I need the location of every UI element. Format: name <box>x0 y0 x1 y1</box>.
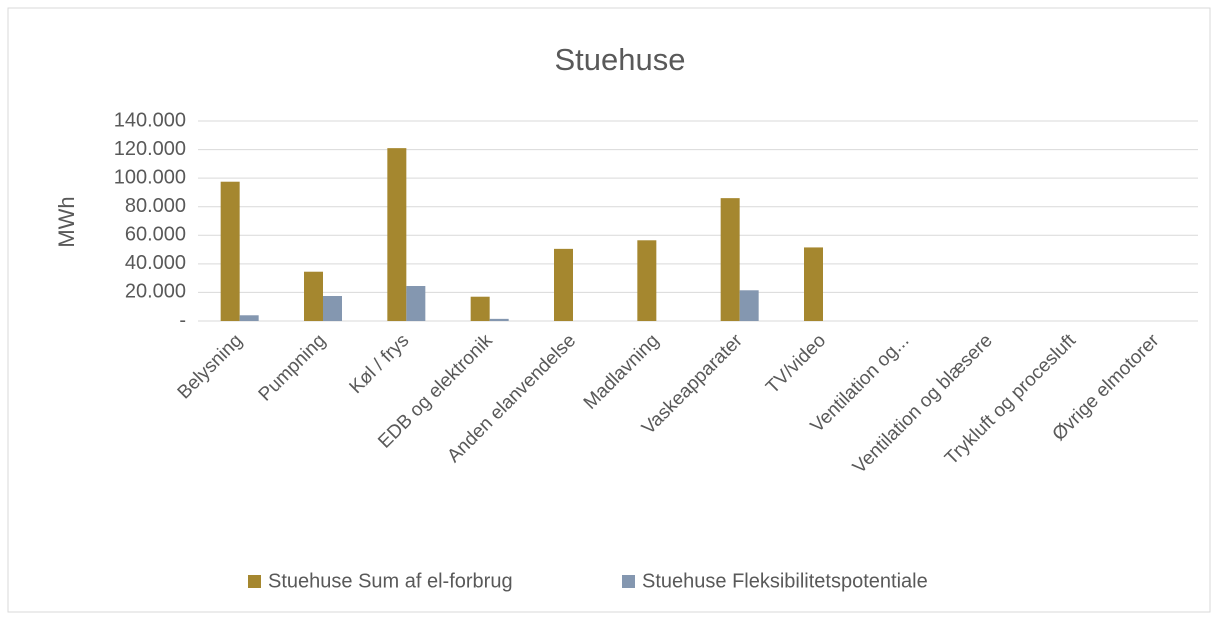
y-tick-label: 20.000 <box>125 281 186 303</box>
y-tick-label: 100.000 <box>114 166 186 188</box>
bar <box>637 240 657 321</box>
legend-label: Stuehuse Fleksibilitetspotentiale <box>642 570 928 592</box>
bar <box>220 181 240 321</box>
legend-swatch <box>622 575 635 588</box>
bar <box>554 248 573 321</box>
legend-label: Stuehuse Sum af el-forbrug <box>268 570 513 592</box>
y-tick-label: 60.000 <box>125 224 186 246</box>
y-tick-label: 140.000 <box>114 109 186 131</box>
bar <box>470 296 490 321</box>
chart-frame <box>7 7 1211 613</box>
y-tick-label: 40.000 <box>125 252 186 274</box>
y-tick-label: 80.000 <box>125 195 186 217</box>
bar <box>804 247 823 321</box>
chart-title: Stuehuse <box>555 42 686 77</box>
y-axis-label: MWh <box>54 196 79 247</box>
bar <box>239 315 259 321</box>
bar <box>720 198 740 321</box>
bar <box>739 290 759 321</box>
bar <box>304 271 323 321</box>
bar <box>489 318 509 321</box>
y-tick-label: - <box>179 309 186 331</box>
bar <box>406 286 426 321</box>
bar <box>387 148 407 321</box>
y-tick-label: 120.000 <box>114 138 186 160</box>
bar <box>323 296 342 321</box>
legend-swatch <box>248 575 261 588</box>
